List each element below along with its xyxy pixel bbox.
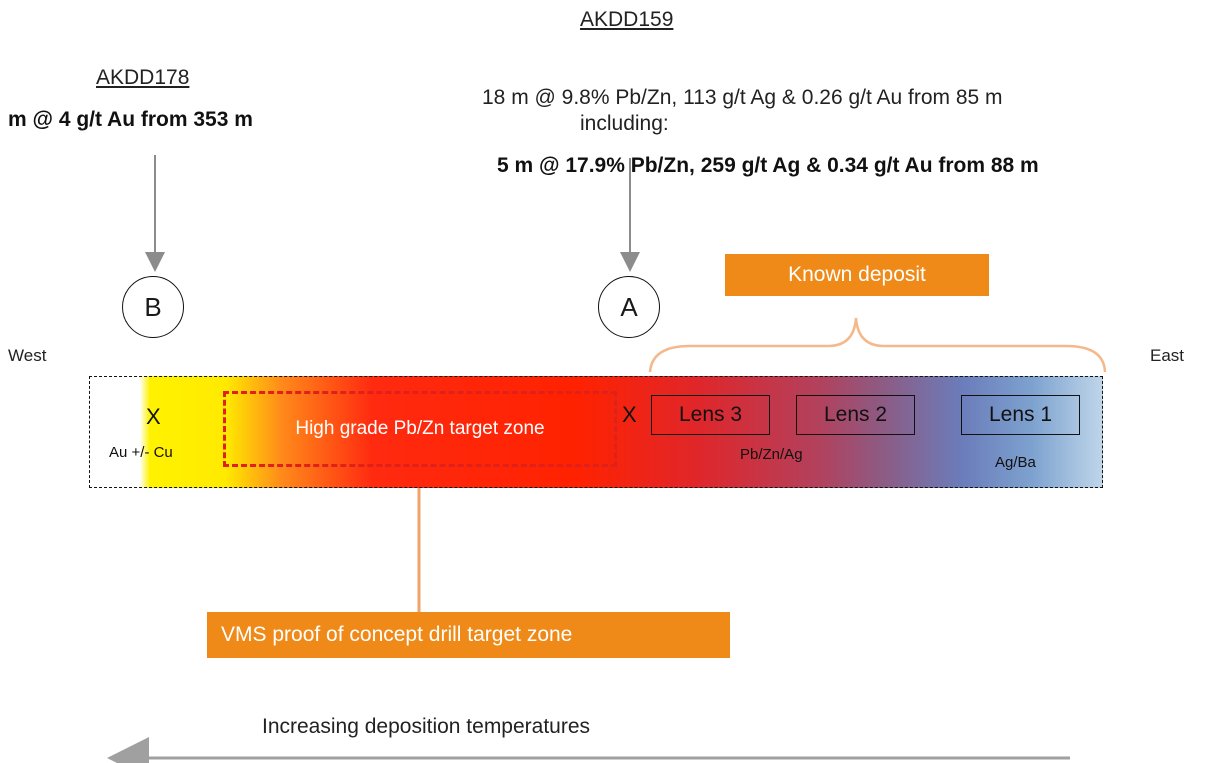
temperature-label: Increasing deposition temperatures (262, 715, 591, 738)
marker-a: A (598, 276, 660, 338)
hole-b-name: AKDD178 (96, 66, 190, 89)
known-deposit-label: Known deposit (725, 254, 989, 296)
marker-b: B (122, 276, 184, 338)
lens-2: Lens 2 (796, 395, 915, 435)
deposition-band-outline (89, 376, 1103, 488)
agba-label: Ag/Ba (995, 454, 1036, 471)
pbznag-label: Pb/Zn/Ag (740, 446, 803, 463)
vms-target-label: VMS proof of concept drill target zone (207, 612, 730, 658)
au-cu-label: Au +/- Cu (109, 444, 173, 461)
hole-a-result-line3: 5 m @ 17.9% Pb/Zn, 259 g/t Ag & 0.34 g/t… (497, 154, 1039, 177)
hole-a-name: AKDD159 (580, 8, 674, 31)
hole-a-result-line1: 18 m @ 9.8% Pb/Zn, 113 g/t Ag & 0.26 g/t… (482, 86, 1003, 109)
hole-a-result-line2: including: (580, 112, 669, 135)
lens-1: Lens 1 (961, 395, 1080, 435)
hole-b-result: m @ 4 g/t Au from 353 m (8, 108, 253, 131)
west-label: West (8, 346, 47, 365)
lens-3: Lens 3 (651, 395, 770, 435)
deposition-gradient-band (89, 376, 1103, 488)
known-deposit-brace (648, 317, 1107, 373)
x-marker-a: X (622, 402, 637, 427)
x-marker-b: X (146, 404, 161, 429)
high-grade-target-zone: High grade Pb/Zn target zone (223, 391, 617, 467)
east-label: East (1150, 346, 1185, 365)
